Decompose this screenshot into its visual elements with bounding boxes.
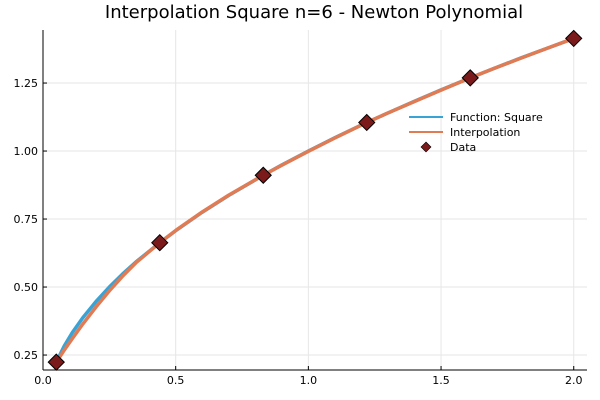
data-point	[47, 353, 65, 371]
legend: Function: Square Interpolation Data	[409, 111, 543, 154]
data-point	[151, 233, 169, 252]
y-tick-label: 0.25	[14, 349, 39, 362]
legend-label: Interpolation	[450, 126, 520, 139]
data-point	[254, 166, 272, 184]
data-markers	[47, 29, 583, 371]
x-tick-label: 0.5	[167, 374, 185, 387]
x-tick-label: 0.0	[34, 374, 52, 387]
series-lines	[54, 36, 576, 364]
x-tick-label: 1.0	[300, 374, 318, 387]
series-line-interpolation	[54, 36, 576, 364]
x-tick-label: 2.0	[565, 374, 583, 387]
x-tick-label: 1.5	[432, 374, 450, 387]
y-tick-label: 1.00	[14, 145, 39, 158]
legend-label: Function: Square	[450, 111, 543, 124]
y-tick-label: 0.75	[14, 213, 39, 226]
grid-lines	[42, 30, 587, 370]
chart-title: Interpolation Square n=6 - Newton Polyno…	[105, 2, 523, 23]
data-point	[358, 113, 376, 132]
axes	[42, 30, 587, 371]
series-line-function-square	[54, 36, 576, 364]
y-tick-label: 1.25	[14, 77, 39, 90]
tick-labels: 0.0 0.5 1.0 1.5 2.0 0.25 0.50 0.75 1.00 1.25	[14, 77, 583, 387]
y-tick-label: 0.50	[14, 281, 39, 294]
data-point	[461, 69, 479, 87]
data-point	[565, 29, 583, 48]
legend-label: Data	[450, 141, 476, 154]
legend-swatch	[420, 141, 432, 153]
